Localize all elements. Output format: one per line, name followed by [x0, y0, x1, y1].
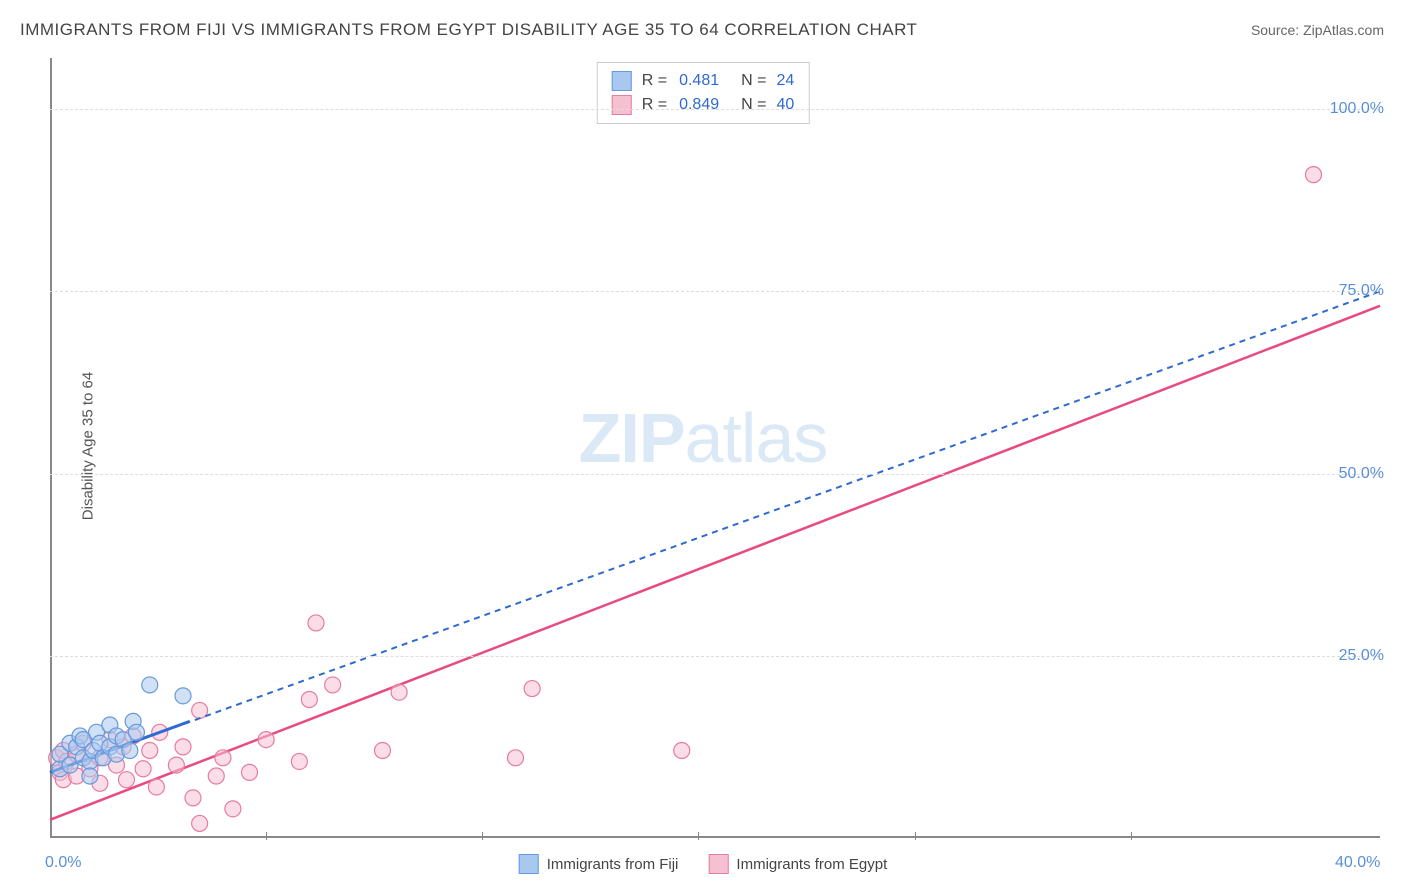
gridline	[50, 291, 1380, 292]
y-tick-label: 50.0%	[1339, 465, 1384, 483]
data-point	[208, 768, 224, 784]
source-attribution: Source: ZipAtlas.com	[1251, 22, 1384, 38]
chart-svg	[50, 58, 1380, 838]
data-point	[128, 724, 144, 740]
data-point	[308, 615, 324, 631]
n-label: N =	[741, 96, 766, 114]
gridline	[50, 656, 1380, 657]
legend-item-fiji: Immigrants from Fiji	[519, 854, 679, 874]
data-point	[175, 688, 191, 704]
data-point	[148, 779, 164, 795]
y-tick-label: 100.0%	[1330, 100, 1384, 118]
r-value-egypt: 0.849	[679, 96, 719, 114]
gridline	[50, 109, 1380, 110]
gridline	[50, 474, 1380, 475]
legend-series: Immigrants from Fiji Immigrants from Egy…	[519, 854, 888, 874]
n-value-fiji: 24	[776, 72, 794, 90]
y-tick-label: 75.0%	[1339, 282, 1384, 300]
x-tick	[266, 832, 267, 840]
data-point	[175, 739, 191, 755]
regression-line	[50, 291, 1380, 772]
r-value-fiji: 0.481	[679, 72, 719, 90]
data-point	[192, 815, 208, 831]
data-point	[168, 757, 184, 773]
data-point	[375, 743, 391, 759]
legend-label-egypt: Immigrants from Egypt	[736, 856, 887, 873]
swatch-fiji-bottom	[519, 854, 539, 874]
data-point	[325, 677, 341, 693]
data-point	[142, 677, 158, 693]
n-value-egypt: 40	[776, 96, 794, 114]
data-point	[142, 743, 158, 759]
data-point	[225, 801, 241, 817]
legend-correlation: R = 0.481 N = 24 R = 0.849 N = 40	[597, 62, 810, 124]
data-point	[524, 681, 540, 697]
data-point	[118, 772, 134, 788]
data-point	[508, 750, 524, 766]
x-tick-label-right: 40.0%	[1335, 854, 1380, 872]
swatch-fiji	[612, 71, 632, 91]
data-point	[122, 743, 138, 759]
data-point	[1306, 167, 1322, 183]
data-point	[82, 768, 98, 784]
x-tick	[482, 832, 483, 840]
chart-title: IMMIGRANTS FROM FIJI VS IMMIGRANTS FROM …	[20, 20, 917, 40]
x-tick	[698, 832, 699, 840]
n-label: N =	[741, 72, 766, 90]
x-tick	[1131, 832, 1132, 840]
data-point	[674, 743, 690, 759]
data-point	[242, 764, 258, 780]
legend-item-egypt: Immigrants from Egypt	[708, 854, 887, 874]
legend-row-egypt: R = 0.849 N = 40	[612, 93, 795, 117]
data-point	[258, 732, 274, 748]
x-tick	[915, 832, 916, 840]
r-label: R =	[642, 72, 667, 90]
x-tick-label-left: 0.0%	[45, 854, 81, 872]
data-point	[185, 790, 201, 806]
data-point	[215, 750, 231, 766]
data-point	[135, 761, 151, 777]
swatch-egypt	[612, 95, 632, 115]
legend-row-fiji: R = 0.481 N = 24	[612, 69, 795, 93]
r-label: R =	[642, 96, 667, 114]
regression-line	[50, 306, 1380, 820]
data-point	[291, 753, 307, 769]
legend-label-fiji: Immigrants from Fiji	[547, 856, 679, 873]
y-tick-label: 25.0%	[1339, 647, 1384, 665]
swatch-egypt-bottom	[708, 854, 728, 874]
data-point	[391, 684, 407, 700]
data-point	[301, 691, 317, 707]
